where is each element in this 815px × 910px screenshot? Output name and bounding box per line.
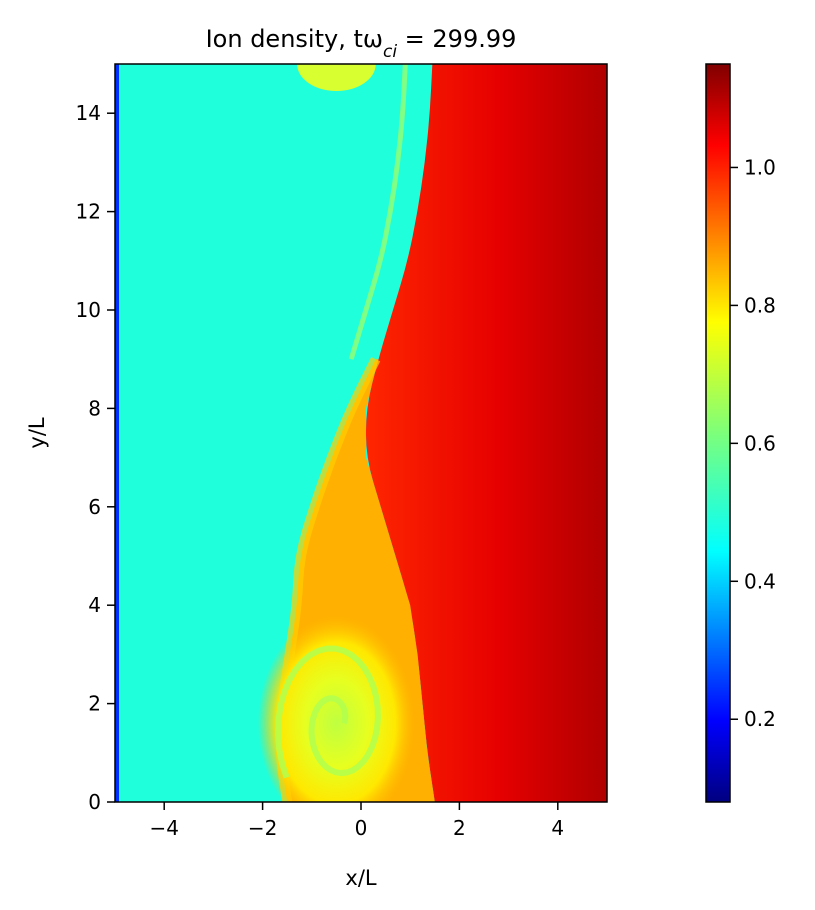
y-tick-label: 4 — [88, 593, 101, 617]
x-axis: −4 −2 0 2 4 — [149, 802, 564, 840]
y-tick-label: 2 — [88, 692, 101, 716]
colorbar-tick-label: 0.4 — [744, 569, 776, 593]
x-tick-label: −4 — [149, 816, 178, 840]
y-tick-label: 6 — [88, 495, 101, 519]
colorbar-tick-label: 0.6 — [744, 431, 776, 455]
plot-area — [115, 64, 607, 802]
colorbar-ticks: 0.2 0.4 0.6 0.8 1.0 — [730, 155, 776, 731]
right-high-density-region — [365, 64, 607, 802]
colorbar-gradient — [705, 63, 731, 803]
y-tick-label: 8 — [88, 396, 101, 420]
vortex-core — [257, 615, 416, 802]
chart-title: Ion density, tωci = 299.99 — [206, 25, 517, 62]
y-tick-label: 14 — [76, 101, 101, 125]
y-tick-label: 10 — [76, 298, 101, 322]
title-subscript: ci — [383, 42, 397, 62]
thin-filament — [348, 64, 408, 360]
colorbar-tick-label: 0.2 — [744, 707, 776, 731]
x-tick-label: 0 — [355, 816, 368, 840]
y-tick-label: 0 — [88, 790, 101, 814]
y-axis: 0 2 4 6 8 10 12 14 — [76, 101, 115, 814]
y-axis-label: y/L — [25, 417, 49, 449]
y-tick-label: 12 — [76, 200, 101, 224]
colorbar-tick-label: 1.0 — [744, 155, 776, 179]
vortex-spiral — [275, 645, 381, 779]
x-tick-label: 4 — [551, 816, 564, 840]
x-axis-label: x/L — [345, 866, 377, 890]
left-boundary-strip — [115, 64, 119, 802]
x-tick-label: −2 — [248, 816, 277, 840]
colorbar: 0.2 0.4 0.6 0.8 1.0 — [705, 63, 776, 803]
colorbar-tick-label: 0.8 — [744, 293, 776, 317]
x-tick-label: 2 — [453, 816, 466, 840]
top-blob — [297, 64, 376, 92]
